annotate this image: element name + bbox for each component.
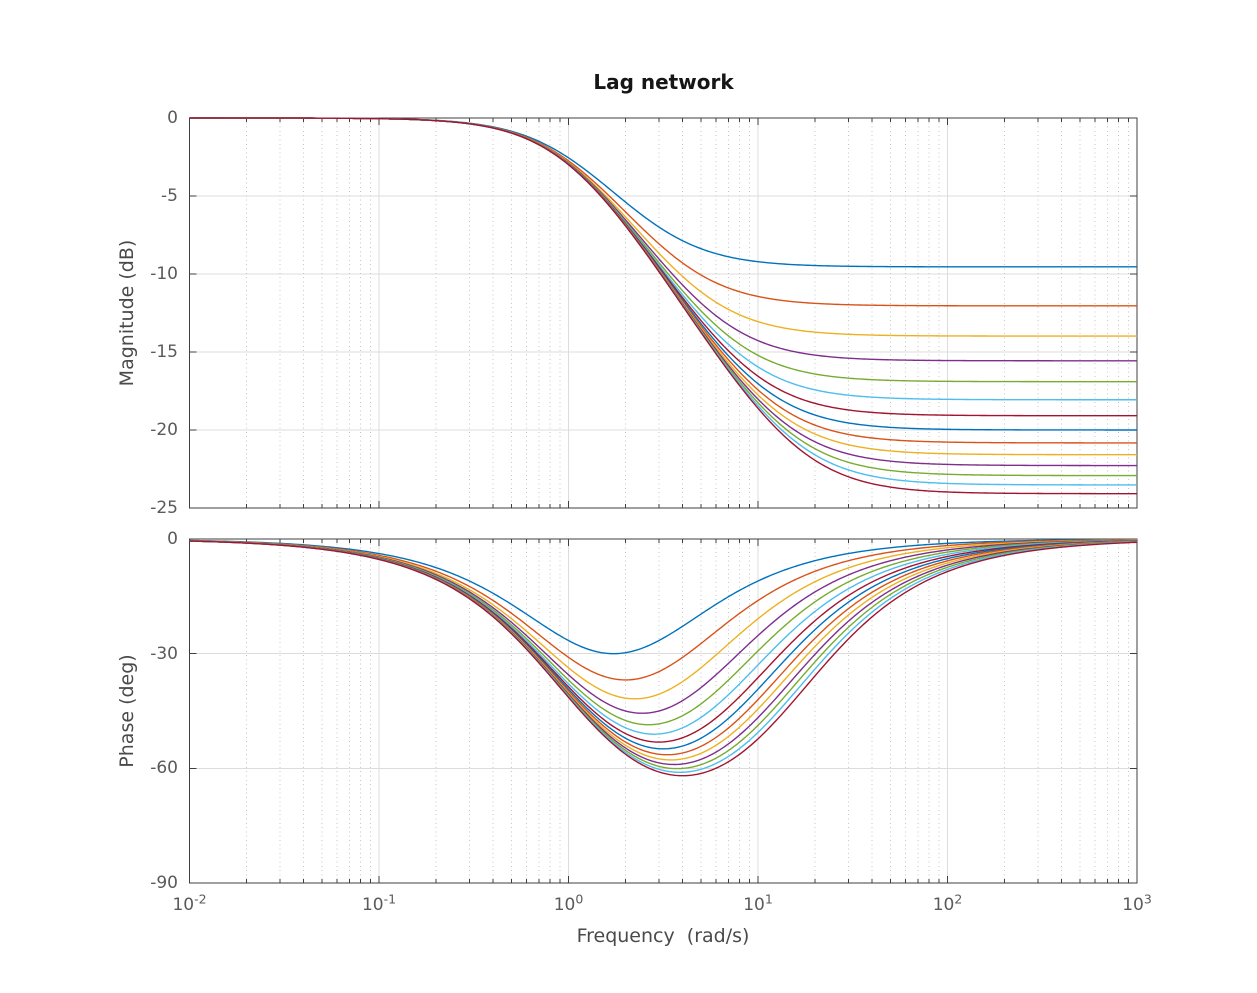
y-tick-label: -20	[150, 420, 178, 440]
y-tick-label: 0	[167, 529, 178, 549]
phase-curve-a=3	[189, 538, 1138, 655]
x-tick-exponent: -2	[194, 891, 207, 907]
chart-title: Lag network	[593, 70, 734, 94]
magnitude-curve-a=12	[189, 117, 1137, 456]
magnitude-curve-a=14	[189, 117, 1137, 477]
magnitude-curve-a=13	[189, 117, 1137, 467]
y-tick-label: -60	[150, 758, 178, 779]
y-tick-label: -90	[150, 873, 178, 893]
phase-curve-a=10	[189, 540, 1138, 750]
x-tick-label: 101	[743, 891, 773, 915]
y-tick-label: -10	[150, 264, 178, 284]
phase-curve-a=13	[189, 540, 1138, 766]
y-tick-label: -25	[150, 498, 178, 518]
x-tick-exponent: -1	[383, 891, 397, 907]
phase-curve-a=12	[189, 540, 1138, 761]
magnitude-curve-a=11	[189, 117, 1137, 444]
phase-axis-label: Phase (deg)	[116, 654, 138, 768]
y-tick-label: -5	[161, 186, 178, 206]
phase-curve-a=9	[189, 540, 1138, 743]
x-tick-exponent: 1	[764, 891, 773, 907]
magnitude-curve-a=7	[189, 117, 1137, 383]
magnitude-curve-a=8	[189, 117, 1137, 401]
phase-curve-a=8	[189, 539, 1138, 735]
x-tick-label: 102	[932, 891, 963, 915]
magnitude-axis-label: Magnitude (dB)	[116, 239, 138, 387]
x-tick-exponent: 2	[954, 891, 963, 907]
x-tick-label: 10-2	[172, 891, 207, 915]
phase-curve-a=16	[189, 540, 1138, 777]
phase-curve-a=6	[189, 539, 1138, 714]
x-tick-exponent: 3	[1143, 891, 1152, 907]
magnitude-curve-a=16	[189, 117, 1137, 495]
y-tick-label: -30	[150, 643, 178, 664]
y-tick-label: 0	[167, 108, 178, 128]
frequency-axis-label: Frequency (rad/s)	[576, 925, 750, 947]
y-tick-label: -15	[150, 342, 178, 362]
x-tick-label: 100	[553, 891, 584, 915]
axes-box-magnitude	[189, 117, 1138, 509]
magnitude-curve-a=3	[189, 117, 1137, 268]
magnitude-curve-a=5	[189, 117, 1137, 337]
phase-curve-a=5	[189, 539, 1138, 700]
magnitude-curve-a=6	[189, 117, 1137, 362]
phase-curve-a=15	[189, 540, 1138, 774]
x-tick-exponent: 0	[575, 891, 584, 907]
phase-curve-a=4	[189, 538, 1138, 681]
axes-box-phase	[189, 538, 1138, 884]
x-tick-label: 103	[1122, 891, 1152, 915]
x-tick-label: 10-1	[361, 891, 397, 915]
phase-curve-a=7	[189, 539, 1138, 726]
phase-curve-a=14	[189, 540, 1138, 770]
